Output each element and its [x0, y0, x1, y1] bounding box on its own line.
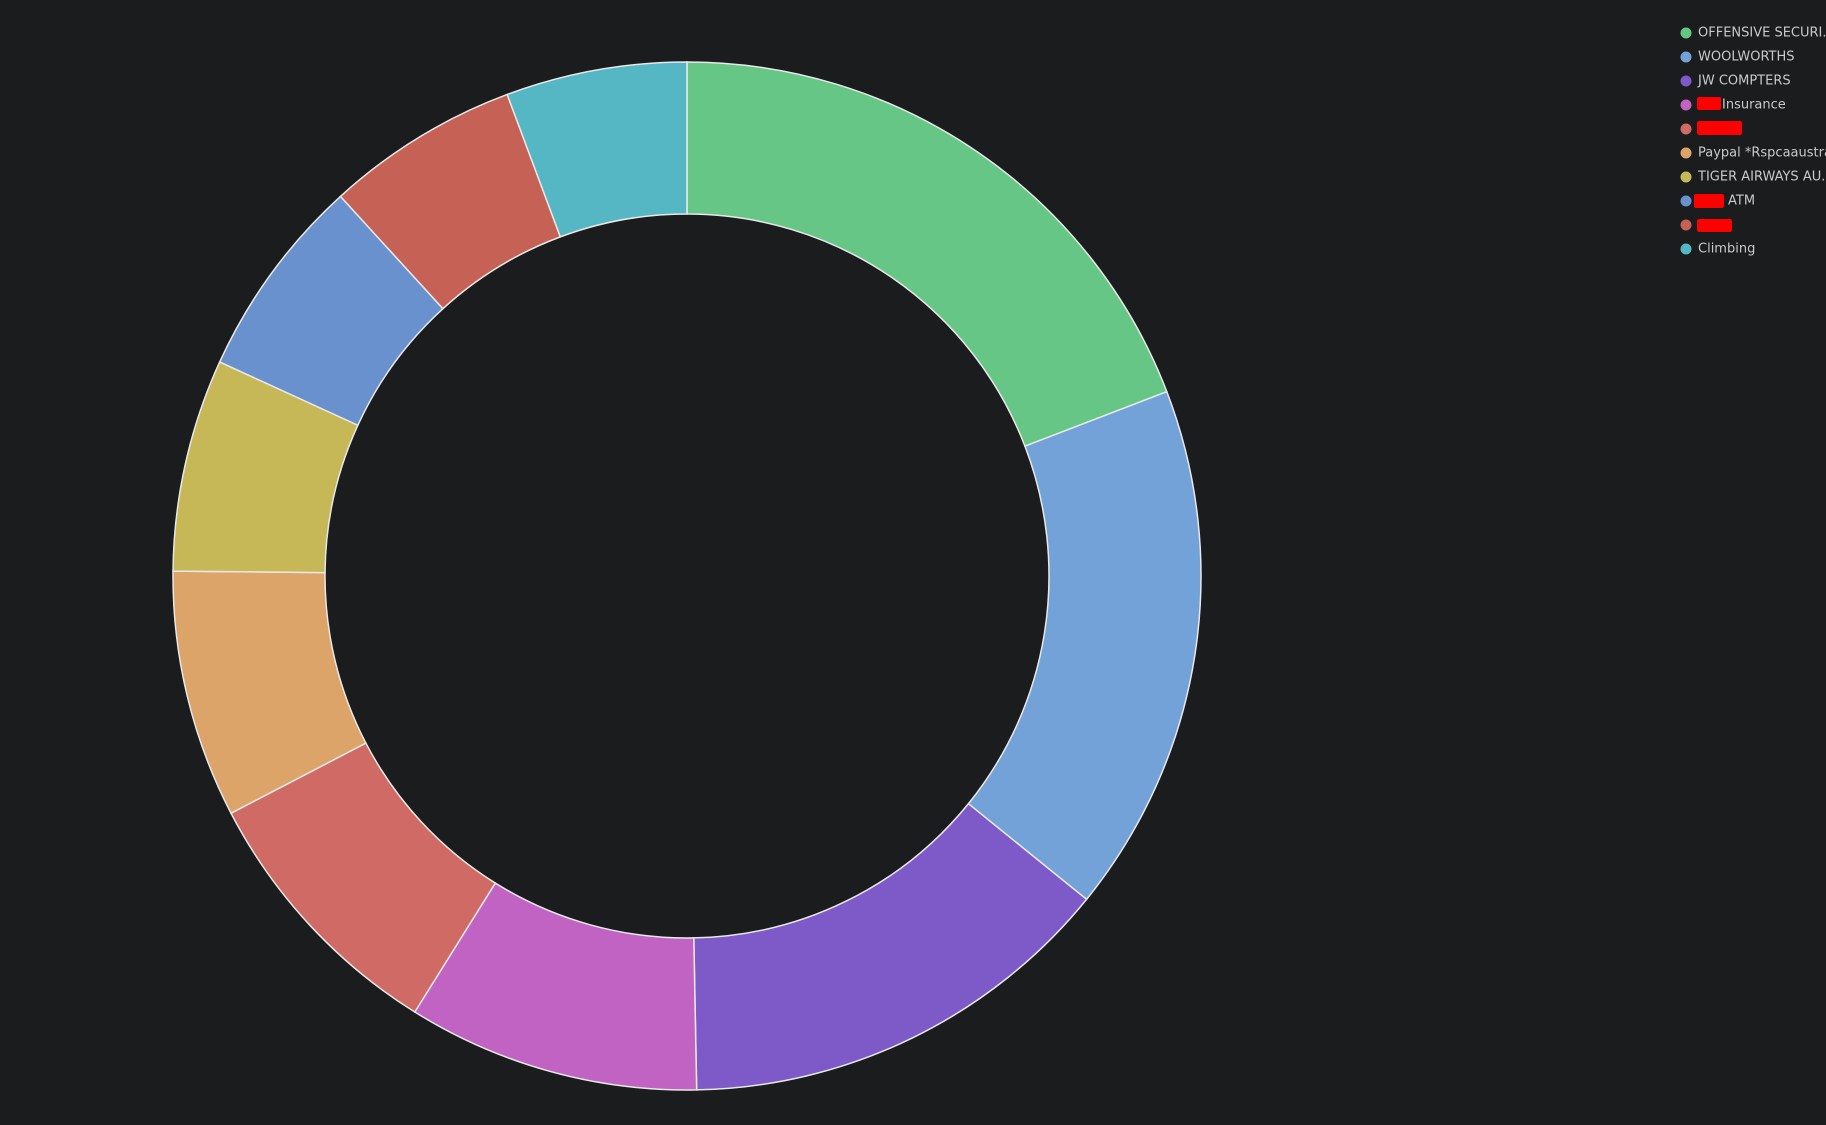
legend-label: WOOLWORTHS: [1698, 50, 1795, 65]
legend-marker: [1680, 99, 1692, 111]
legend-label: Insurance: [1722, 98, 1786, 113]
donut-segment: [967, 390, 1202, 901]
legend-marker: [1680, 171, 1692, 183]
legend-marker: [1680, 27, 1692, 39]
redaction: [1697, 219, 1732, 232]
donut-segment: [506, 61, 688, 238]
legend-marker: [1680, 51, 1692, 63]
legend-marker: [1680, 195, 1692, 207]
legend: Climbing ATM TIGER AIRWAYS AU... Paypal *Rs…: [1680, 26, 1826, 257]
legend-label: OFFENSIVE SECURI...: [1698, 26, 1826, 41]
redaction: [1697, 121, 1742, 135]
legend-marker: [1680, 219, 1692, 231]
legend-marker: [1680, 123, 1692, 135]
legend-label: Paypal *Rspcaaustra: [1698, 146, 1826, 161]
redaction: [1697, 97, 1721, 110]
legend-marker: [1680, 147, 1692, 159]
legend-label: Climbing: [1698, 242, 1755, 257]
redaction: [1694, 194, 1724, 208]
legend-marker: [1680, 75, 1692, 87]
legend-label: JW COMPTERS: [1697, 74, 1791, 89]
donut-segment: [686, 61, 1168, 448]
legend-label: TIGER AIRWAYS AU...: [1697, 170, 1826, 185]
legend-label: ATM: [1728, 194, 1755, 209]
legend-marker: [1680, 243, 1692, 255]
